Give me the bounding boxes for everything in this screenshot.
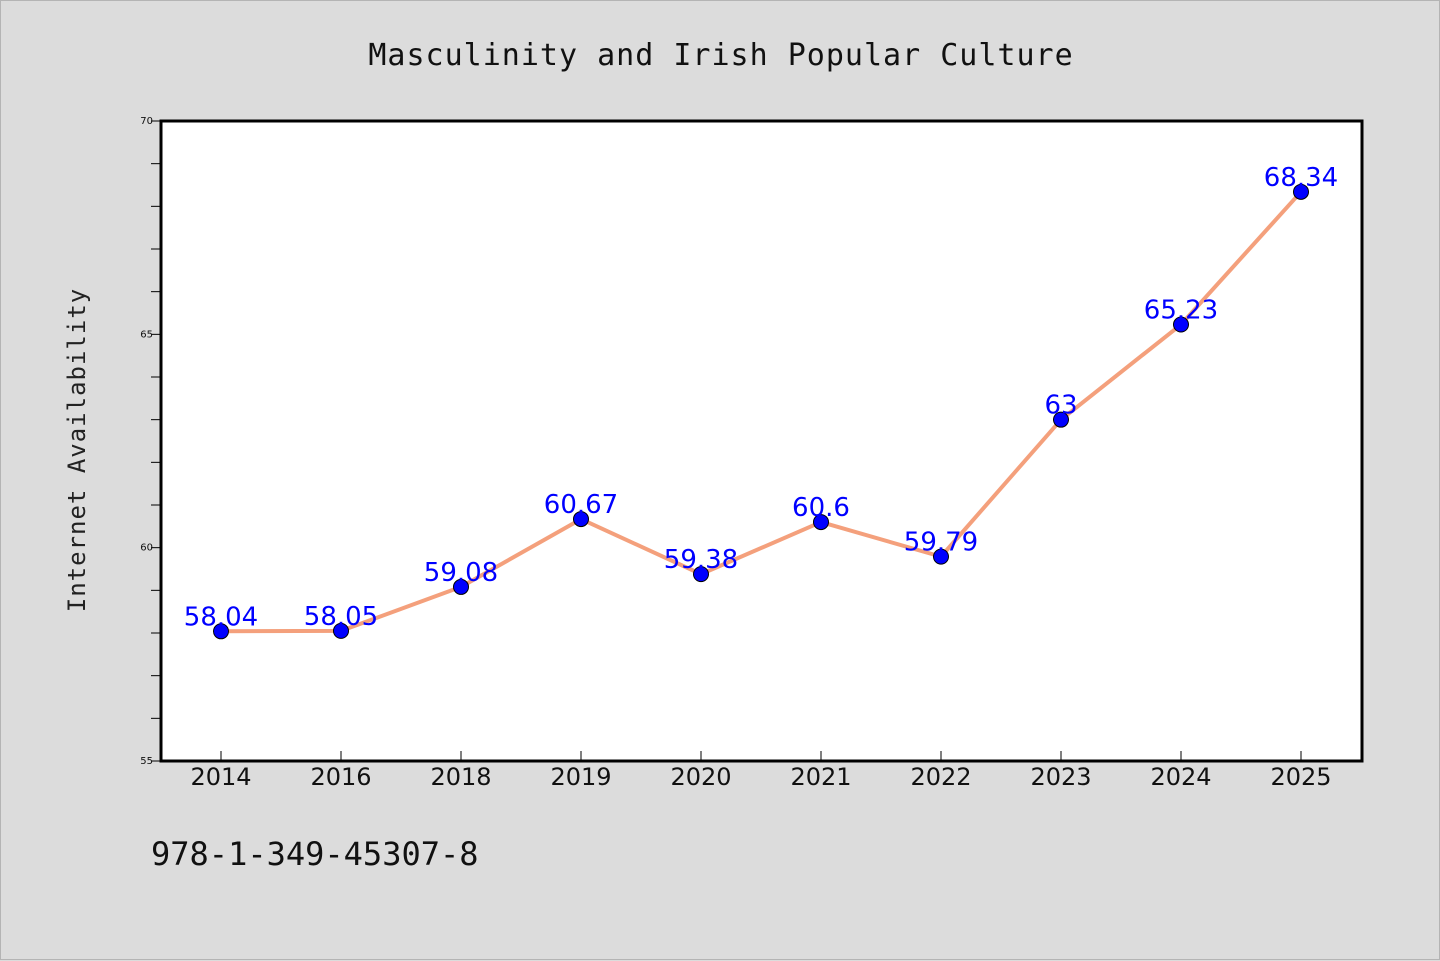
data-label: 59.08 <box>424 558 498 588</box>
data-label: 63 <box>1044 391 1077 421</box>
chart-title: Masculinity and Irish Popular Culture <box>368 38 1073 73</box>
data-label: 60.67 <box>544 490 618 520</box>
isbn-text: 978-1-349-45307-8 <box>151 835 479 873</box>
data-label: 58.04 <box>184 602 258 632</box>
y-axis-ticks: 55 60 65 70 <box>140 116 161 767</box>
data-point <box>453 578 469 595</box>
x-tick-label: 2022 <box>910 763 971 791</box>
data-point <box>933 548 949 565</box>
data-label: 59.79 <box>904 528 978 558</box>
x-axis-ticks: 2014 2016 2018 2019 2020 2021 2022 2023 2024 2025 <box>190 751 1332 791</box>
data-label: 65.23 <box>1144 296 1218 326</box>
data-label: 58.05 <box>304 602 378 632</box>
x-tick-label: 2021 <box>790 763 851 791</box>
y-tick-label: 65 <box>140 329 153 340</box>
data-label: 68.34 <box>1264 163 1338 193</box>
y-tick-label: 55 <box>140 756 153 767</box>
y-axis-label: Internet Availability <box>63 288 91 612</box>
data-point <box>1173 316 1189 333</box>
plot-area <box>159 119 1364 763</box>
data-point <box>213 623 229 640</box>
data-point <box>813 514 829 531</box>
x-tick-label: 2016 <box>310 763 371 791</box>
y-tick-label: 70 <box>140 116 153 127</box>
data-label: 60.6 <box>792 493 850 523</box>
data-point <box>693 566 709 583</box>
x-tick-label: 2019 <box>550 763 611 791</box>
x-tick-label: 2020 <box>670 763 731 791</box>
x-tick-label: 2023 <box>1030 763 1091 791</box>
data-point <box>1053 411 1069 428</box>
x-tick-label: 2014 <box>190 763 251 791</box>
series-group: 58.04 58.05 59.08 60.67 59.38 60.6 59.79 63 65.2… <box>184 163 1338 640</box>
data-label: 59.38 <box>664 545 738 575</box>
y-tick-label: 60 <box>140 543 153 554</box>
x-tick-label: 2024 <box>1150 763 1211 791</box>
data-point <box>573 511 589 528</box>
x-tick-label: 2025 <box>1270 763 1331 791</box>
x-tick-label: 2018 <box>430 763 491 791</box>
data-point <box>333 622 349 639</box>
data-point <box>1293 183 1309 200</box>
series-line <box>219 189 1303 634</box>
